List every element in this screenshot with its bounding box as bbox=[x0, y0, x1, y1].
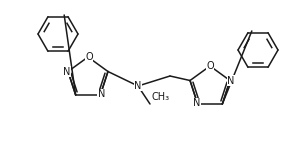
Text: N: N bbox=[98, 89, 105, 99]
Text: N: N bbox=[227, 76, 235, 86]
Text: N: N bbox=[63, 67, 71, 76]
Text: N: N bbox=[134, 81, 142, 91]
Text: N: N bbox=[193, 98, 200, 108]
Text: O: O bbox=[206, 61, 214, 71]
Text: CH₃: CH₃ bbox=[152, 92, 170, 102]
Text: O: O bbox=[85, 52, 93, 62]
